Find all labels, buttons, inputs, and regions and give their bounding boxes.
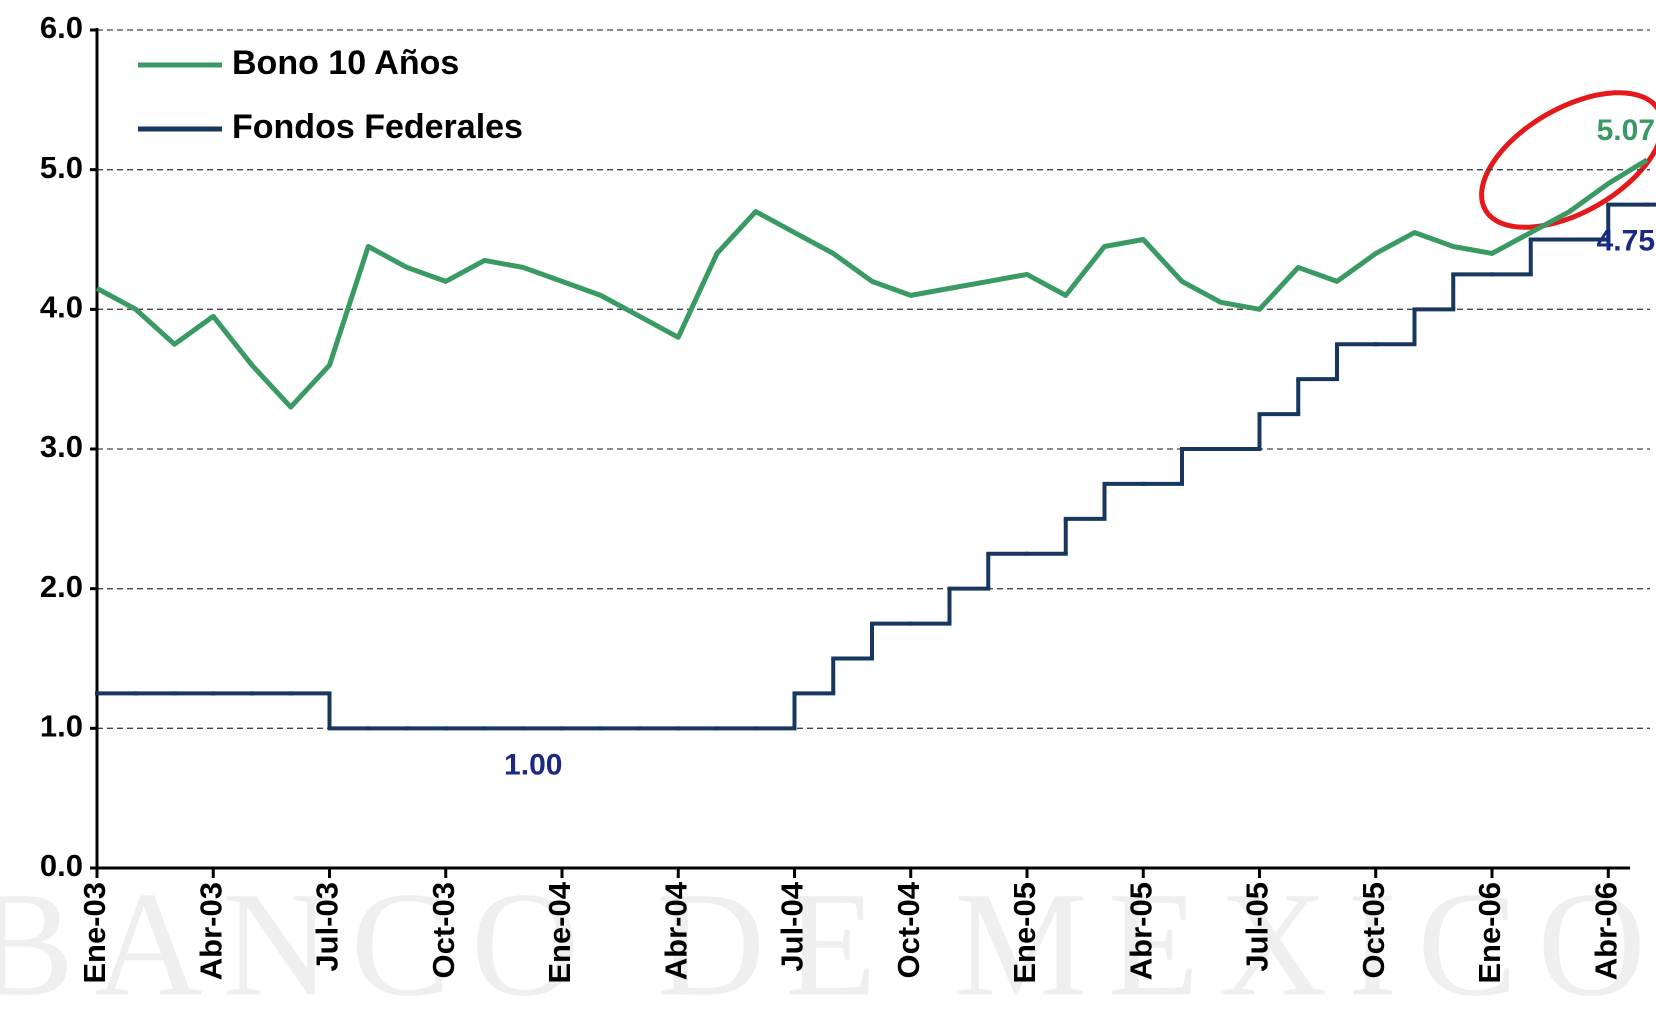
- x-tick-label: Ene-04: [542, 881, 577, 983]
- x-tick-label: Ene-05: [1007, 882, 1042, 984]
- x-tick-label: Oct-03: [426, 882, 461, 978]
- y-tick-label: 5.0: [40, 150, 83, 185]
- value-label: 5.07: [1597, 114, 1655, 147]
- value-label: 1.00: [504, 748, 562, 781]
- x-tick-label: Abr-06: [1588, 882, 1623, 980]
- y-tick-label: 1.0: [40, 709, 83, 744]
- y-tick-label: 2.0: [40, 569, 83, 604]
- value-label: 4.75: [1597, 225, 1655, 258]
- x-tick-label: Abr-05: [1123, 882, 1158, 980]
- x-tick-label: Jul-03: [310, 882, 345, 972]
- highlight-ellipse: [1479, 90, 1656, 230]
- x-tick-label: Oct-05: [1356, 882, 1391, 978]
- x-tick-label: Ene-06: [1472, 882, 1507, 984]
- series-line: [95, 157, 1649, 410]
- legend-label: Bono 10 Años: [232, 44, 459, 82]
- y-tick-label: 3.0: [40, 429, 83, 464]
- x-tick-label: Jul-04: [775, 881, 810, 971]
- y-tick-label: 4.0: [40, 290, 83, 325]
- x-tick-label: Abr-03: [193, 882, 228, 980]
- watermark: BANCO DE MEXICO: [0, 861, 1656, 1026]
- x-tick-label: Abr-04: [658, 881, 693, 980]
- legend-label: Fondos Federales: [232, 108, 523, 146]
- x-tick-label: Jul-05: [1240, 882, 1275, 972]
- y-tick-label: 6.0: [40, 10, 83, 45]
- x-tick-label: Ene-03: [77, 882, 112, 984]
- y-tick-label: 0.0: [40, 848, 83, 883]
- x-tick-label: Oct-04: [891, 881, 926, 978]
